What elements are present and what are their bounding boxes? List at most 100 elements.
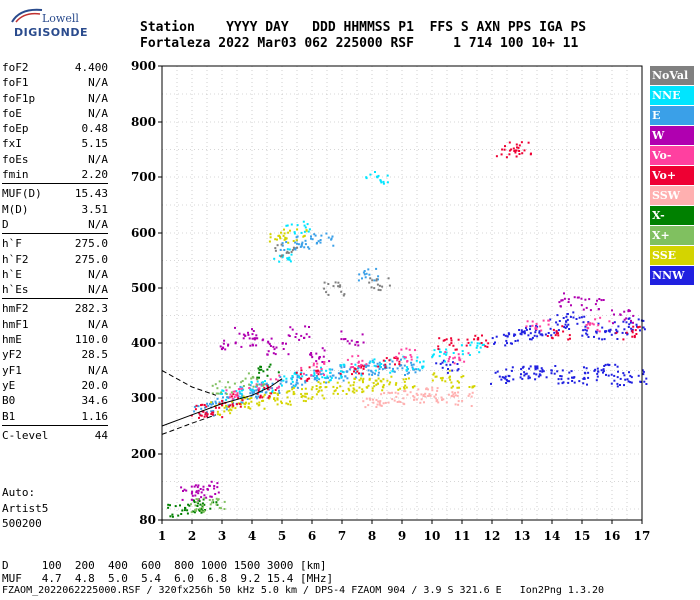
echo-pixel (203, 415, 206, 418)
echo-pixel (248, 337, 251, 340)
legend-entry-x: X- (650, 206, 694, 225)
echo-pixel (498, 375, 501, 378)
echo-pixel (304, 325, 307, 328)
echo-pixel (633, 336, 636, 339)
logo-line1: Lowell (42, 12, 79, 25)
echo-pixel (625, 317, 628, 320)
echo-pixel (299, 373, 302, 376)
echo-pixel (325, 291, 328, 294)
echo-pixel (229, 408, 232, 411)
echo-pixel (197, 489, 200, 492)
echo-pixel (289, 400, 291, 403)
echo-pixel (281, 256, 284, 259)
data-point (508, 141, 532, 156)
param-row-b1: B1 1.16 (2, 409, 108, 424)
param-row-md: M(D) 3.51 (2, 202, 108, 217)
echo-pixel (552, 328, 555, 331)
echo-pixel (487, 342, 490, 345)
echo-pixel (365, 386, 368, 389)
echo-pixel (410, 355, 413, 358)
param-row-b0: B0 34.6 (2, 393, 108, 408)
echo-pixel (410, 361, 413, 364)
echo-pixel (368, 361, 371, 364)
echo-pixel (601, 338, 604, 341)
echo-pixel (384, 360, 387, 362)
echo-pixel (366, 364, 369, 367)
echo-pixel (527, 334, 530, 337)
echo-pixel (593, 369, 596, 372)
echo-pixel (637, 318, 640, 321)
echo-pixel (539, 370, 542, 373)
echo-pixel (376, 382, 379, 385)
echo-pixel (292, 386, 295, 389)
echo-pixel (280, 255, 282, 258)
echo-pixel (597, 322, 600, 325)
echo-pixel (399, 387, 402, 390)
data-point (256, 392, 279, 407)
echo-pixel (263, 386, 266, 389)
echo-pixel (547, 323, 550, 326)
echo-pixel (316, 362, 319, 365)
echo-pixel (268, 388, 271, 391)
echo-pixel (247, 402, 250, 405)
echo-pixel (323, 361, 326, 363)
echo-pixel (191, 490, 194, 493)
echo-pixel (266, 384, 269, 387)
x-tick-label: 13 (514, 529, 531, 543)
echo-pixel (259, 396, 261, 399)
echo-pixel (206, 402, 209, 405)
echo-pixel (420, 393, 423, 396)
param-row-hme: hmE 110.0 (2, 332, 108, 347)
echo-pixel (179, 504, 181, 507)
echo-pixel (568, 334, 571, 337)
echo-pixel (227, 405, 230, 408)
echo-pixel (580, 316, 583, 319)
echo-pixel (361, 333, 364, 336)
data-point (295, 366, 320, 382)
echo-pixel (370, 370, 373, 373)
echo-pixel (320, 234, 323, 237)
echo-pixel (525, 372, 528, 375)
echo-pixel (642, 373, 645, 376)
echo-pixel (394, 383, 397, 386)
echo-pixel (368, 373, 371, 376)
echo-pixel (581, 334, 584, 337)
echo-pixel (373, 358, 376, 361)
echo-pixel (585, 367, 588, 370)
echo-pixel (293, 392, 296, 395)
echo-pixel (377, 377, 380, 380)
echo-pixel (613, 313, 615, 316)
echo-pixel (562, 330, 565, 333)
echo-pixel (302, 220, 305, 223)
echo-pixel (319, 239, 322, 241)
echo-pixel (628, 323, 631, 326)
echo-pixel (193, 501, 196, 504)
echo-pixel (597, 324, 600, 327)
echo-pixel (274, 399, 277, 402)
echo-pixel (320, 373, 322, 376)
echo-pixel (310, 235, 312, 238)
echo-pixel (338, 377, 341, 380)
data-point (465, 334, 490, 348)
echo-pixel (361, 277, 363, 280)
echo-pixel (266, 388, 269, 391)
echo-pixel (278, 374, 281, 377)
echo-pixel (167, 506, 170, 509)
echo-pixel (606, 363, 609, 366)
echo-pixel (541, 368, 544, 371)
echo-pixel (566, 318, 569, 321)
echo-pixel (302, 235, 305, 238)
echo-pixel (360, 363, 363, 366)
echo-pixel (300, 377, 303, 380)
echo-pixel (242, 385, 245, 387)
echo-pixel (195, 404, 198, 407)
echo-pixel (357, 354, 360, 357)
echo-pixel (315, 385, 318, 387)
echo-pixel (354, 376, 357, 379)
distance-muf-table: D 100 200 400 600 800 1000 1500 3000 [km… (2, 559, 333, 585)
echo-pixel (588, 323, 591, 326)
echo-pixel (393, 370, 396, 373)
echo-pixel (302, 399, 305, 402)
echo-pixel (180, 513, 183, 515)
echo-pixel (288, 335, 291, 337)
